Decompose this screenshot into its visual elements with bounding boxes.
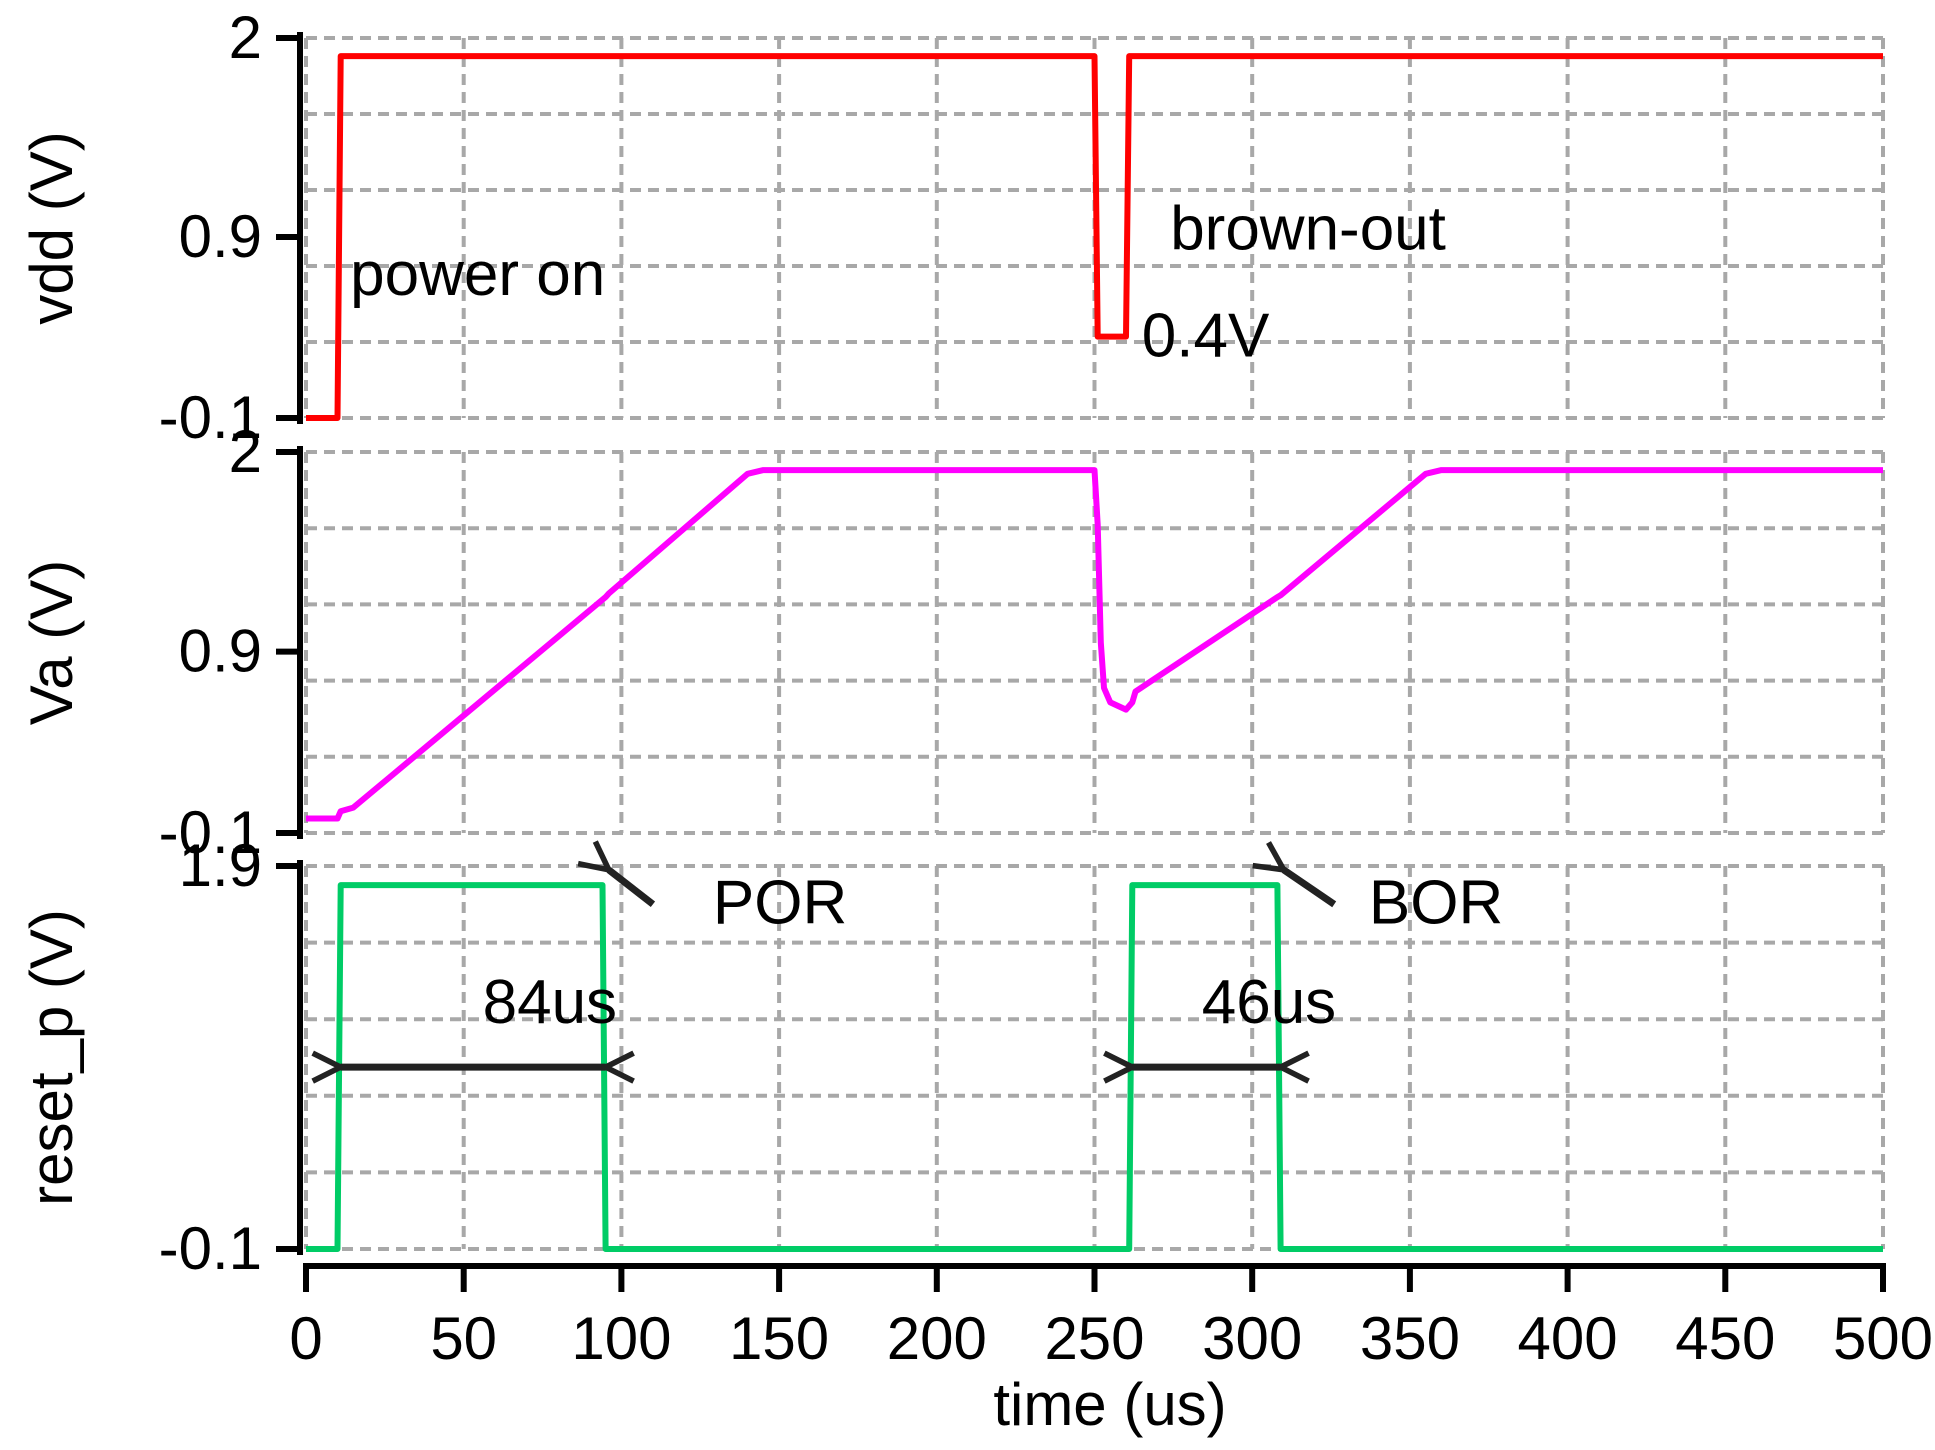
y-tick-label: 0.9 xyxy=(179,618,262,685)
panel-Va: -0.1 0.9 2 Va (V) xyxy=(18,418,1885,866)
x-tick-label: 250 xyxy=(1044,1305,1144,1372)
y-tick-label: 2 xyxy=(229,4,262,71)
y-tick-label: -0.1 xyxy=(159,799,262,866)
annotation-label: brown-out xyxy=(1170,195,1446,264)
x-tick-label: 350 xyxy=(1360,1305,1460,1372)
x-tick-label: 0 xyxy=(289,1305,322,1372)
y-tick-label: 2 xyxy=(229,418,262,485)
panel-reset_p: -0.1 1.9 reset_p (V) POR BOR 84us 46us xyxy=(18,832,1885,1282)
x-tick-label: 150 xyxy=(729,1305,829,1372)
x-tick-label: 300 xyxy=(1202,1305,1302,1372)
y-tick-label: 0.9 xyxy=(179,203,262,270)
x-tick-label: 200 xyxy=(887,1305,987,1372)
x-tick-label: 500 xyxy=(1833,1305,1933,1372)
x-tick-label: 400 xyxy=(1518,1305,1618,1372)
annotation-label: 0.4V xyxy=(1142,301,1270,370)
y-axis-title: vdd (V) xyxy=(18,131,85,324)
annotation-label: power on xyxy=(350,240,605,309)
annotation-label: POR xyxy=(713,868,847,937)
annotation-label: 46us xyxy=(1202,968,1336,1037)
y-axis-title: reset_p (V) xyxy=(18,909,85,1206)
series-line-vdd xyxy=(306,53,1883,421)
annotation-label: 84us xyxy=(483,968,617,1037)
x-tick-label: 450 xyxy=(1675,1305,1775,1372)
annotation-label: BOR xyxy=(1369,868,1503,937)
y-tick-label: -0.1 xyxy=(159,384,262,451)
x-tick-label: 50 xyxy=(430,1305,497,1372)
y-tick-label: -0.1 xyxy=(159,1215,262,1282)
panel-vdd: -0.1 0.9 2 vdd (V) power on brown-out 0.4V xyxy=(18,4,1885,451)
x-tick-label: 100 xyxy=(571,1305,671,1372)
x-axis-title: time (us) xyxy=(993,1371,1226,1438)
x-axis: 0 50 100 150 200 250 300 350 400 450 500 time (us) xyxy=(289,1263,1933,1438)
pointer-arrow xyxy=(609,870,656,908)
y-axis-title: Va (V) xyxy=(18,560,85,726)
series-line-Va xyxy=(306,467,1883,822)
pointer-arrow xyxy=(1284,870,1337,908)
y-tick-label: 1.9 xyxy=(179,832,262,899)
